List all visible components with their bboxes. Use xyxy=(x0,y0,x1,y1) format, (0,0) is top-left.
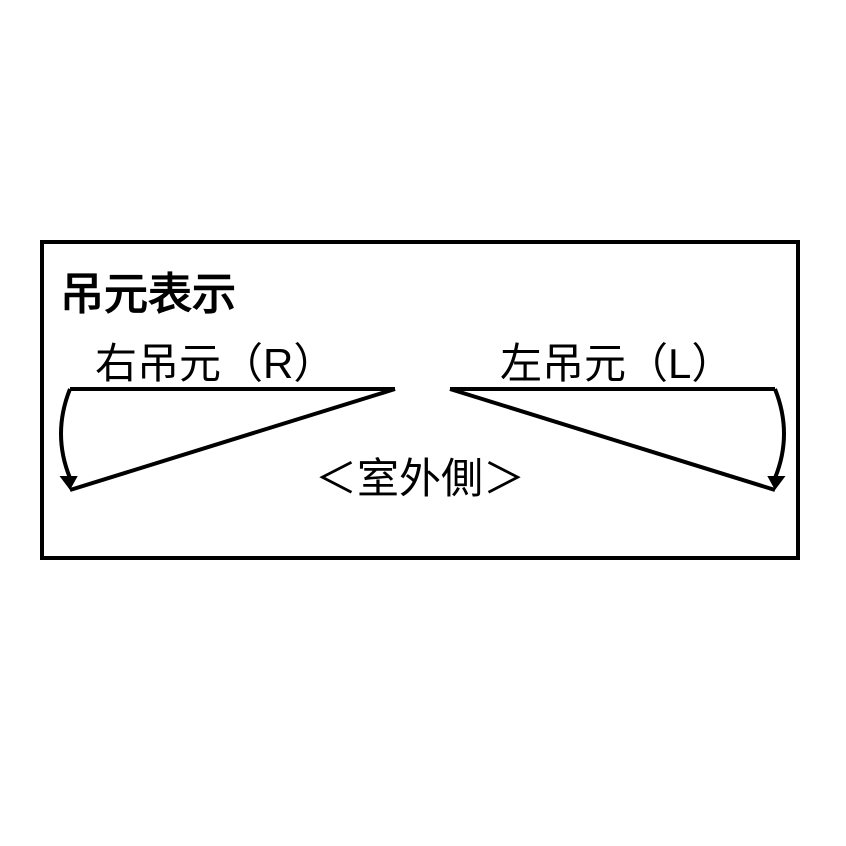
left-door-swing xyxy=(450,389,786,490)
left-door-open-line xyxy=(450,389,775,490)
right-door-swing xyxy=(60,389,396,490)
left-swing-arc xyxy=(775,389,784,478)
right-door-open-line xyxy=(70,389,395,490)
right-swing-arc xyxy=(61,389,70,478)
door-swing-diagram xyxy=(0,0,846,846)
